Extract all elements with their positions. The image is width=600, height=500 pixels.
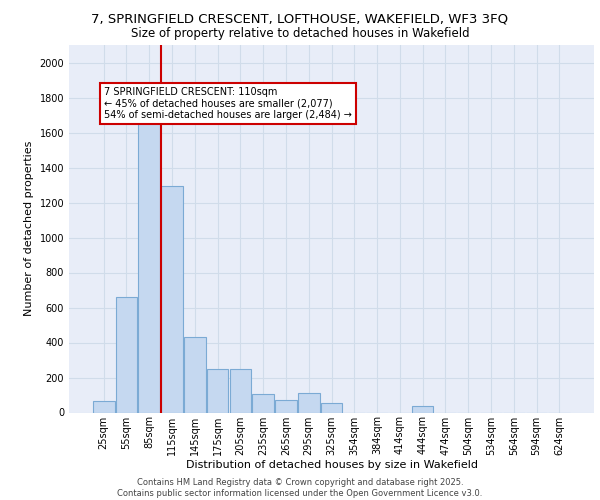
Bar xyxy=(116,297,137,412)
Text: Contains HM Land Registry data © Crown copyright and database right 2025.
Contai: Contains HM Land Registry data © Crown c… xyxy=(118,478,482,498)
Bar xyxy=(320,403,343,412)
Bar xyxy=(184,337,206,412)
X-axis label: Distribution of detached houses by size in Wakefield: Distribution of detached houses by size … xyxy=(185,460,478,470)
Bar xyxy=(93,401,115,412)
Text: 7, SPRINGFIELD CRESCENT, LOFTHOUSE, WAKEFIELD, WF3 3FQ: 7, SPRINGFIELD CRESCENT, LOFTHOUSE, WAKE… xyxy=(91,12,509,26)
Bar xyxy=(161,186,183,412)
Text: 7 SPRINGFIELD CRESCENT: 110sqm
← 45% of detached houses are smaller (2,077)
54% : 7 SPRINGFIELD CRESCENT: 110sqm ← 45% of … xyxy=(104,87,352,120)
Bar xyxy=(230,369,251,412)
Bar xyxy=(139,98,160,412)
Bar xyxy=(207,369,229,412)
Text: Size of property relative to detached houses in Wakefield: Size of property relative to detached ho… xyxy=(131,28,469,40)
Bar xyxy=(412,406,433,412)
Y-axis label: Number of detached properties: Number of detached properties xyxy=(24,141,34,316)
Bar xyxy=(298,393,320,412)
Bar xyxy=(275,400,297,412)
Bar xyxy=(253,394,274,412)
